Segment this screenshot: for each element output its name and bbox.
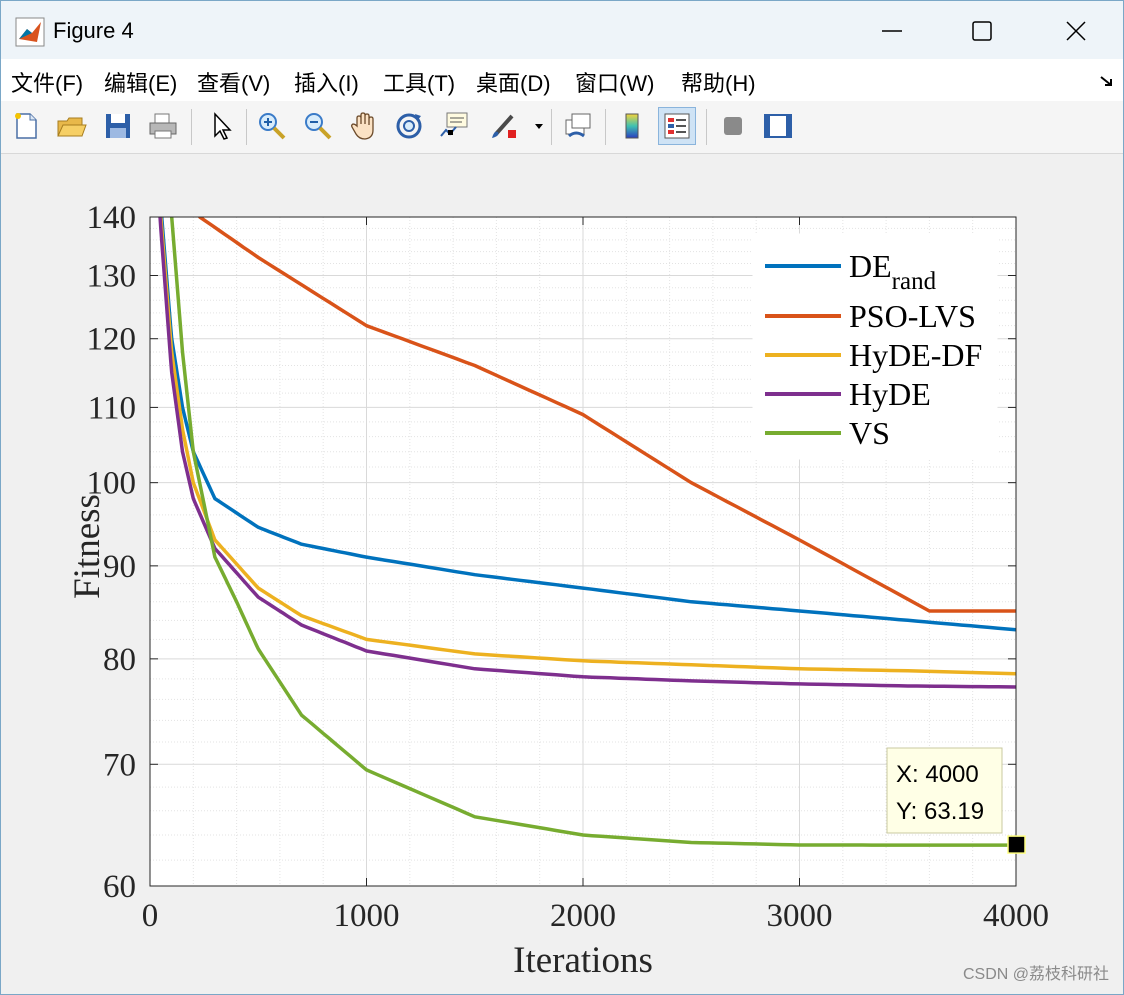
window-title: Figure 4 xyxy=(53,18,134,43)
dock-arrow-icon[interactable] xyxy=(1099,73,1115,89)
legend-label: HyDE xyxy=(849,376,931,412)
print-button[interactable] xyxy=(144,107,182,145)
minimize-button[interactable] xyxy=(869,11,915,51)
zoom-out-button[interactable] xyxy=(299,107,337,145)
zoom-in-button[interactable] xyxy=(253,107,291,145)
menu-file[interactable]: 文件(F) xyxy=(11,71,84,96)
brush-icon xyxy=(492,114,516,138)
menu-tools[interactable]: 工具(T) xyxy=(383,71,456,96)
menu-desktop[interactable]: 桌面(D) xyxy=(476,71,551,96)
legend-label-subscript: rand xyxy=(892,268,937,295)
pan-hand-icon xyxy=(351,112,374,140)
legend-icon xyxy=(664,113,690,139)
datatip-marker[interactable] xyxy=(1007,835,1026,854)
data-cursor-icon xyxy=(440,112,468,137)
x-tick-label: 2000 xyxy=(550,898,616,934)
y-tick-label: 130 xyxy=(87,259,137,295)
y-tick-label: 100 xyxy=(87,466,137,502)
menu-bar: 文件(F) 编辑(E) 查看(V) 插入(I) 工具(T) 桌面(D) 窗口(W… xyxy=(1,59,1123,101)
series-line-hyde-df xyxy=(159,217,1016,676)
zoom-out-icon xyxy=(305,113,332,140)
figure-toolbar xyxy=(1,101,1123,154)
new-figure-button[interactable] xyxy=(7,107,45,145)
menu-window[interactable]: 窗口(W) xyxy=(575,71,655,96)
minimize-icon xyxy=(882,30,902,32)
y-tick-label: 70 xyxy=(103,747,136,783)
series-line-de xyxy=(159,217,1016,632)
x-tick-label: 4000 xyxy=(983,898,1049,934)
matlab-logo-icon xyxy=(15,17,45,47)
close-button[interactable] xyxy=(1053,11,1099,51)
data-cursor-button[interactable] xyxy=(435,107,473,145)
toolbar-separator xyxy=(706,109,707,145)
show-plot-tools-button[interactable] xyxy=(759,107,797,145)
watermark: CSDN @荔枝科研社 xyxy=(962,966,1109,983)
legend-label: VS xyxy=(849,415,890,451)
menu-help[interactable]: 帮助(H) xyxy=(681,71,756,96)
datatip-y-label: Y: 63.19 xyxy=(896,798,984,825)
legend-button[interactable] xyxy=(658,107,696,145)
brush-button[interactable] xyxy=(485,107,523,145)
legend-label: HyDE-DF xyxy=(849,337,982,373)
maximize-icon xyxy=(972,21,992,41)
pointer-button[interactable] xyxy=(201,107,239,145)
link-plot-icon xyxy=(565,113,591,138)
open-file-icon xyxy=(57,117,87,137)
series-line-pso-lvs xyxy=(197,217,1016,613)
show-plot-tools-icon xyxy=(764,114,792,138)
x-tick-label: 1000 xyxy=(334,898,400,934)
legend-box[interactable] xyxy=(752,233,998,460)
title-bar: Figure 4 xyxy=(1,1,1123,59)
toolbar-separator xyxy=(605,109,606,145)
zoom-in-icon xyxy=(259,113,286,140)
arrow-pointer-icon xyxy=(214,112,232,140)
open-file-button[interactable] xyxy=(52,107,90,145)
x-tick-label: 3000 xyxy=(767,898,833,934)
y-tick-label: 140 xyxy=(87,200,137,236)
y-axis-label: Fitness xyxy=(67,494,108,599)
y-tick-label: 110 xyxy=(88,390,136,426)
menu-insert[interactable]: 插入(I) xyxy=(294,71,359,96)
hide-plot-tools-button[interactable] xyxy=(714,107,752,145)
menu-view[interactable]: 查看(V) xyxy=(197,71,271,96)
menu-edit[interactable]: 编辑(E) xyxy=(104,71,178,96)
colorbar-icon xyxy=(625,113,639,139)
rotate-3d-icon xyxy=(396,113,422,139)
datatip-x-label: X: 4000 xyxy=(896,761,979,788)
save-button[interactable] xyxy=(99,107,137,145)
legend-label: PSO-LVS xyxy=(849,298,976,334)
pan-button[interactable] xyxy=(345,107,383,145)
maximize-button[interactable] xyxy=(959,11,1005,51)
new-figure-icon xyxy=(15,113,37,139)
link-plot-button[interactable] xyxy=(559,107,597,145)
y-tick-label: 120 xyxy=(87,322,137,358)
series-line-hyde xyxy=(158,217,1016,689)
x-tick-label: 0 xyxy=(142,898,159,934)
y-tick-label: 90 xyxy=(103,549,136,585)
datatip-box[interactable] xyxy=(886,747,1003,834)
plot-svg: 60 70 80 90 100 110 120 130 140 0 1000 2000 3000 4000… xyxy=(67,200,1049,981)
x-axis-label: Iterations xyxy=(513,940,653,981)
save-icon xyxy=(106,114,130,138)
rotate-3d-button[interactable] xyxy=(390,107,428,145)
brush-dropdown-arrow-icon[interactable] xyxy=(534,123,544,131)
series-line-vs xyxy=(169,217,1016,847)
toolbar-separator xyxy=(246,109,247,145)
print-icon xyxy=(149,113,177,139)
figure-canvas: 60 70 80 90 100 110 120 130 140 0 1000 2000 3000 4000… xyxy=(1,154,1123,994)
y-tick-label: 60 xyxy=(103,869,136,905)
close-icon xyxy=(1066,21,1086,41)
hide-plot-tools-icon xyxy=(724,117,742,135)
colorbar-button[interactable] xyxy=(613,107,651,145)
y-tick-label: 80 xyxy=(103,642,136,678)
toolbar-separator xyxy=(551,109,552,145)
toolbar-separator xyxy=(191,109,192,145)
